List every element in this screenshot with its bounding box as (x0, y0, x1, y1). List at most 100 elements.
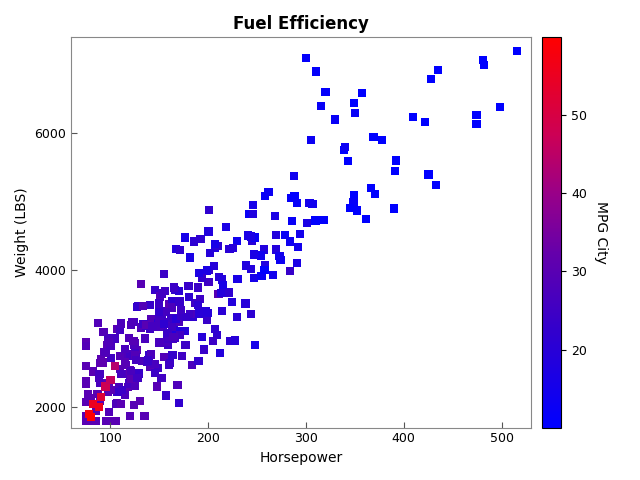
Point (86, 413, 96, 421)
Point (131, 356, 141, 364)
Point (154, 309, 164, 316)
Point (100, 348, 111, 356)
Point (247, 238, 257, 245)
Point (201, 308, 211, 315)
Point (268, 271, 278, 278)
Point (122, 384, 132, 391)
Point (112, 399, 122, 407)
Point (366, 184, 376, 192)
Point (256, 252, 266, 259)
Point (169, 284, 179, 291)
Point (144, 352, 154, 360)
Point (81, 412, 91, 420)
Point (154, 300, 164, 307)
Point (176, 306, 186, 314)
Point (164, 300, 174, 308)
Point (183, 282, 193, 289)
Point (344, 204, 355, 212)
Point (171, 245, 181, 253)
Point (146, 351, 156, 359)
Point (122, 351, 132, 359)
Point (209, 263, 220, 270)
Point (81, 417, 91, 425)
Point (101, 417, 111, 425)
Point (232, 237, 242, 245)
Point (129, 339, 140, 347)
Point (116, 370, 126, 378)
Point (175, 246, 185, 254)
Point (129, 341, 140, 349)
Point (120, 345, 131, 353)
Point (246, 265, 256, 273)
Point (248, 274, 259, 282)
Y-axis label: Weight (LBS): Weight (LBS) (15, 188, 29, 277)
Point (292, 199, 303, 207)
Point (130, 351, 140, 359)
Point (232, 276, 243, 283)
Point (154, 315, 164, 323)
Point (97, 379, 107, 387)
Point (146, 315, 156, 323)
Point (86, 394, 96, 402)
Point (193, 301, 203, 309)
Point (433, 66, 444, 74)
Point (162, 336, 172, 343)
Point (133, 302, 143, 310)
Point (138, 302, 148, 310)
Point (97, 359, 108, 366)
Point (81, 417, 91, 425)
Point (202, 316, 212, 324)
Point (370, 190, 380, 198)
Point (140, 335, 150, 342)
Point (154, 319, 164, 326)
Point (154, 320, 164, 327)
Point (330, 116, 340, 123)
Point (163, 335, 173, 342)
Title: Fuel Efficiency: Fuel Efficiency (233, 15, 369, 33)
Point (104, 336, 115, 343)
Point (136, 280, 146, 288)
Point (165, 359, 175, 367)
Point (512, 47, 522, 55)
Point (125, 378, 135, 386)
Point (259, 246, 269, 253)
Point (221, 223, 231, 231)
Point (136, 324, 146, 331)
Point (306, 136, 316, 144)
Point (81, 377, 91, 385)
Point (477, 56, 488, 64)
Point (215, 349, 225, 357)
Point (369, 133, 379, 141)
Point (125, 367, 135, 374)
Point (120, 361, 131, 369)
Point (102, 335, 113, 342)
Point (195, 295, 205, 303)
Point (180, 327, 190, 335)
Point (241, 262, 252, 269)
Point (307, 200, 317, 207)
Point (167, 298, 177, 305)
Point (339, 146, 349, 154)
Point (167, 323, 177, 331)
Point (275, 256, 285, 264)
Point (260, 192, 270, 200)
Point (391, 156, 401, 164)
Point (138, 320, 148, 328)
Point (228, 244, 238, 252)
Point (301, 54, 311, 62)
Point (164, 361, 174, 369)
Point (93, 319, 103, 327)
Point (104, 408, 114, 416)
Point (479, 61, 489, 69)
Point (170, 334, 180, 342)
Point (348, 199, 358, 206)
Point (141, 321, 152, 329)
Point (115, 352, 125, 360)
Point (189, 238, 200, 245)
Point (113, 388, 123, 396)
Point (142, 358, 152, 365)
Point (123, 350, 133, 358)
Point (159, 353, 169, 361)
Point (141, 322, 151, 330)
Point (81, 417, 91, 425)
